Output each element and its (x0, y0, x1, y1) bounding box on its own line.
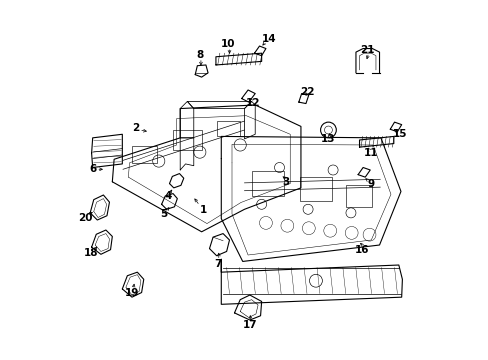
Text: 10: 10 (221, 39, 235, 49)
Text: 1: 1 (200, 205, 206, 215)
Text: 4: 4 (163, 191, 171, 201)
Text: 2: 2 (132, 123, 139, 133)
Text: 15: 15 (392, 129, 407, 139)
Text: 21: 21 (360, 45, 374, 55)
Text: 13: 13 (321, 134, 335, 144)
Text: 20: 20 (78, 212, 93, 222)
Bar (132, 146, 156, 163)
Text: 22: 22 (299, 87, 314, 98)
Bar (345, 185, 371, 207)
Text: 18: 18 (83, 248, 98, 258)
Text: 6: 6 (89, 164, 96, 174)
Text: 17: 17 (242, 320, 257, 330)
Text: 8: 8 (196, 50, 203, 60)
Text: 16: 16 (354, 245, 369, 255)
Bar (300, 177, 331, 201)
Text: 9: 9 (367, 179, 374, 189)
Bar (251, 171, 283, 196)
Text: 5: 5 (160, 209, 167, 219)
Text: 14: 14 (262, 34, 276, 44)
Text: 12: 12 (245, 98, 260, 108)
Text: 7: 7 (214, 259, 221, 269)
Bar (216, 121, 240, 136)
Text: 11: 11 (364, 148, 378, 158)
Text: 3: 3 (282, 177, 288, 187)
Text: 19: 19 (124, 288, 139, 297)
Bar (172, 130, 202, 150)
